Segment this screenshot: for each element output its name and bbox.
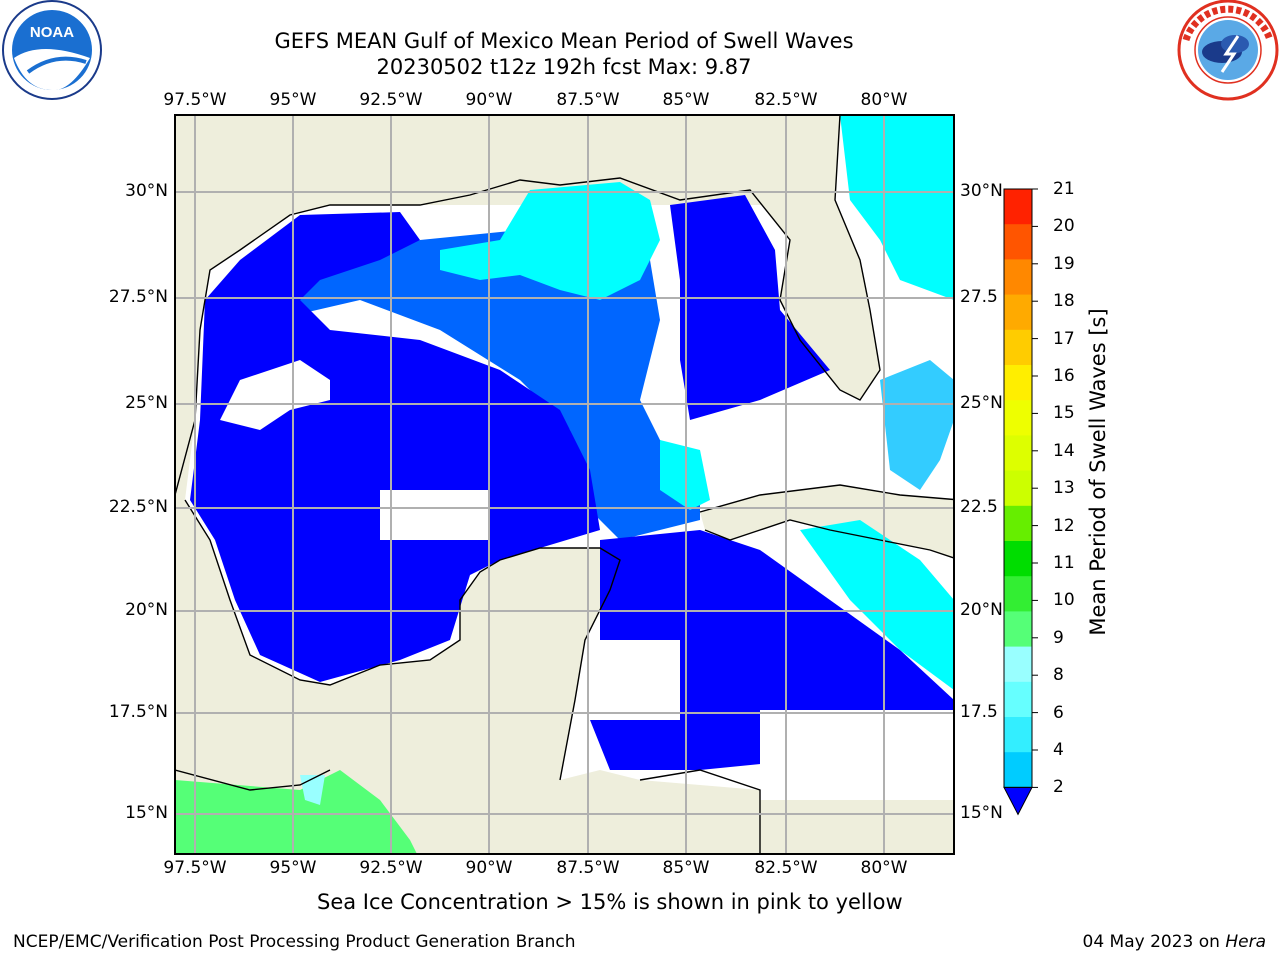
lat-label-right: 25°N xyxy=(960,393,1003,413)
colorbar-tick-label: 10 xyxy=(1053,590,1075,611)
colorbar-segment xyxy=(1004,189,1032,225)
colorbar-segment xyxy=(1004,576,1032,612)
lon-label-top: 95°W xyxy=(269,90,317,110)
colorbar-tick-label: 20 xyxy=(1053,216,1075,237)
colorbar-under-arrow xyxy=(1003,786,1033,816)
colorbar-tick-label: 4 xyxy=(1053,740,1064,760)
lat-label-right: 30°N xyxy=(960,181,1003,201)
noaa-logo-text: NOAA xyxy=(30,24,74,41)
lon-label-bottom: 95°W xyxy=(269,858,317,878)
colorbar-tick-label: 8 xyxy=(1053,665,1064,686)
colorbar-tick-label: 13 xyxy=(1053,478,1075,499)
map-title: GEFS MEAN Gulf of Mexico Mean Period of … xyxy=(274,29,854,53)
colorbar-tick-label: 6 xyxy=(1053,702,1064,723)
lon-label-bottom: 90°W xyxy=(465,858,513,878)
coastline xyxy=(175,115,954,854)
footer-credit: NCEP/EMC/Verification Post Processing Pr… xyxy=(13,932,576,952)
lon-label-top: 87.5°W xyxy=(556,90,620,110)
colorbar-tick-label: 14 xyxy=(1053,440,1075,461)
footer-host: Hera xyxy=(1225,932,1266,952)
footer-date-text: 04 May 2023 on xyxy=(1082,932,1226,952)
lat-label-left: 25°N xyxy=(125,393,168,413)
lat-label-left: 30°N xyxy=(125,181,168,201)
colorbar-tick-label: 21 xyxy=(1053,179,1075,199)
colorbar-segment xyxy=(1004,365,1032,401)
footer-date: 04 May 2023 on Hera xyxy=(1083,932,1267,952)
colorbar-segment xyxy=(1004,752,1032,788)
colorbar-segment xyxy=(1004,717,1032,753)
colorbar-tick-label: 16 xyxy=(1053,366,1075,386)
lon-label-bottom: 80°W xyxy=(860,858,908,878)
colorbar-tick-label: 15 xyxy=(1053,403,1075,424)
colorbar-segment xyxy=(1004,541,1032,577)
lon-label-bottom: 97.5°W xyxy=(163,858,227,878)
colorbar-title: Mean Period of Swell Waves [s] xyxy=(1086,308,1110,636)
lon-label-top: 90°W xyxy=(465,90,513,110)
colorbar-tick-label: 12 xyxy=(1053,515,1075,536)
colorbar-segment xyxy=(1004,681,1032,718)
colorbar-segment xyxy=(1004,646,1032,683)
colorbar-segment xyxy=(1004,294,1032,331)
colorbar-segment xyxy=(1004,400,1032,436)
nws-logo xyxy=(1177,0,1279,101)
lat-label-right: 20°N xyxy=(960,600,1003,620)
lat-label-right: 27.5 xyxy=(960,287,998,307)
lon-label-bottom: 85°W xyxy=(662,858,710,878)
colorbar-tick-label: 11 xyxy=(1053,553,1075,573)
lat-label-left: 17.5°N xyxy=(108,702,168,722)
noaa-logo: NOAA xyxy=(2,0,102,100)
graticule xyxy=(175,115,954,854)
colorbar-tick-label: 18 xyxy=(1053,291,1075,312)
colorbar-segment xyxy=(1004,259,1032,296)
lon-label-top: 85°W xyxy=(662,90,710,110)
map-frame xyxy=(174,114,955,855)
colorbar-segment xyxy=(1004,505,1032,542)
lon-label-bottom: 87.5°W xyxy=(556,858,620,878)
missing-data-patches xyxy=(220,360,954,800)
colorbar-tick-label: 9 xyxy=(1053,627,1064,648)
lat-label-left: 20°N xyxy=(125,600,168,620)
lon-label-top: 82.5°W xyxy=(754,90,818,110)
colorbar-tick-label: 2 xyxy=(1053,777,1064,798)
lat-label-left: 15°N xyxy=(125,803,168,823)
lon-label-bottom: 92.5°W xyxy=(359,858,423,878)
lat-label-right: 15°N xyxy=(960,803,1003,823)
lon-label-bottom: 82.5°W xyxy=(754,858,818,878)
colorbar-segment xyxy=(1004,435,1032,472)
colorbar-segment xyxy=(1004,329,1032,366)
colorbar-segment xyxy=(1004,470,1032,507)
colorbar-tick-label: 19 xyxy=(1053,253,1075,274)
colorbar-segment xyxy=(1004,224,1032,260)
lat-label-right: 17.5 xyxy=(960,702,998,722)
colorbar-segment xyxy=(1004,611,1032,648)
lon-label-top: 92.5°W xyxy=(359,90,423,110)
colorbar xyxy=(1003,188,1038,816)
lat-label-left: 22.5°N xyxy=(108,497,168,517)
lat-label-right: 22.5 xyxy=(960,497,998,517)
forecast-subtitle: 20230502 t12z 192h fcst Max: 9.87 xyxy=(376,55,752,79)
sea-ice-note: Sea Ice Concentration > 15% is shown in … xyxy=(317,890,903,914)
colorbar-tick-label: 17 xyxy=(1053,328,1075,349)
lat-label-left: 27.5°N xyxy=(108,287,168,307)
lon-label-top: 97.5°W xyxy=(163,90,227,110)
lon-label-top: 80°W xyxy=(860,90,908,110)
